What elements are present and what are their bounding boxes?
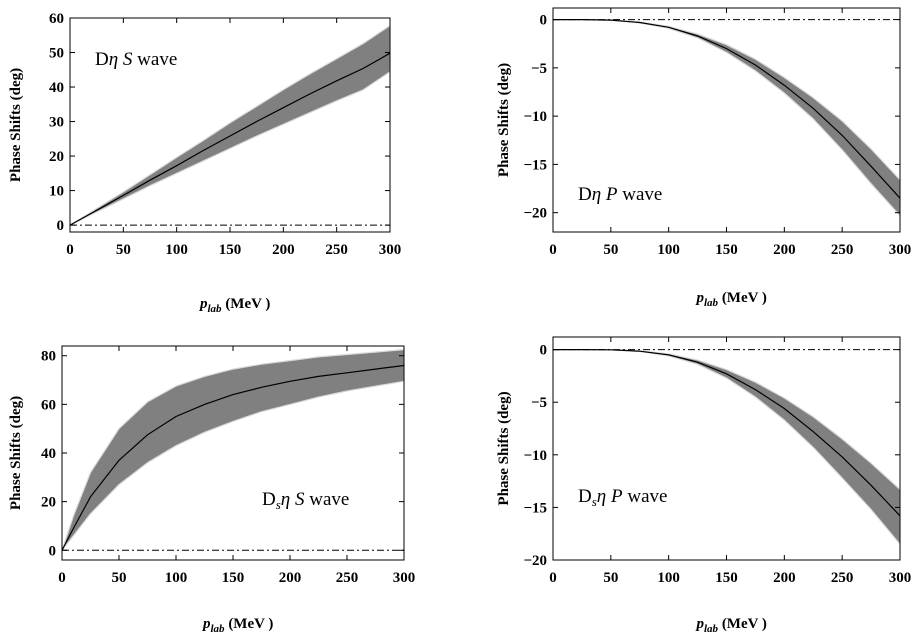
y-tick-label: 40	[49, 80, 64, 96]
y-tick-label: 10	[49, 184, 64, 200]
x-tick-label: 150	[715, 242, 738, 258]
x-tick-label: 150	[222, 570, 245, 586]
y-tick-label: 60	[49, 11, 64, 27]
x-tick-label: 100	[165, 570, 188, 586]
y-axis-title: Phase Shifts (deg)	[8, 396, 24, 510]
y-tick-label: −20	[523, 206, 547, 222]
x-axis-title: plab (MeV )	[201, 616, 273, 635]
panel-label: Dsη S wave	[262, 489, 349, 512]
x-tick-label: 150	[219, 242, 242, 258]
panel-label: Dη S wave	[95, 49, 177, 70]
y-tick-label: −20	[523, 553, 547, 569]
x-tick-label: 200	[272, 242, 295, 258]
y-axis-title: Phase Shifts (deg)	[496, 391, 512, 505]
x-tick-label: 50	[116, 242, 131, 258]
panel-1: 0 50 100 150 200 250 300 0 10 20 30 40 50 60 Phase Shi…	[8, 11, 401, 315]
y-tick-label: 60	[41, 397, 56, 413]
y-tick-label: 0	[49, 543, 57, 559]
x-tick-label: 100	[657, 570, 680, 586]
central-value-line	[553, 349, 901, 517]
error-band	[552, 349, 901, 545]
central-value-line	[69, 52, 391, 226]
x-tick-label: 0	[549, 242, 557, 258]
y-tick-label: 0	[57, 218, 65, 234]
x-tick-label: 300	[393, 570, 416, 586]
y-axis-title: Phase Shifts (deg)	[8, 68, 24, 182]
x-tick-label: 50	[603, 570, 618, 586]
x-tick-label: 50	[112, 570, 127, 586]
x-tick-label: 300	[889, 570, 912, 586]
panel-3: 0 50 100 150 200 250 300 0 20 40 60 80 Phase Shifts …	[8, 345, 416, 635]
x-axis-title: plab (MeV )	[198, 296, 270, 315]
y-tick-label: −10	[523, 109, 547, 125]
y-tick-label: 50	[49, 46, 64, 62]
error-band	[61, 349, 405, 551]
x-tick-label: 50	[603, 242, 618, 258]
x-tick-label: 250	[336, 570, 359, 586]
y-tick-label: 20	[41, 495, 56, 511]
x-tick-label: 100	[165, 242, 188, 258]
x-tick-label: 150	[715, 570, 738, 586]
y-tick-label: 30	[49, 115, 64, 131]
central-value-line	[61, 364, 405, 551]
x-tick-label: 200	[279, 570, 302, 586]
y-tick-label: 40	[41, 446, 56, 462]
y-tick-label: −5	[531, 395, 547, 411]
x-tick-label: 100	[657, 242, 680, 258]
y-tick-label: −15	[523, 157, 547, 173]
x-tick-label: 250	[831, 570, 854, 586]
x-axis-title: plab (MeV )	[695, 290, 767, 309]
x-axis-title: plab (MeV )	[695, 616, 767, 635]
panel-2: 0 50 100 150 200 250 300 −20 −15 −10 −5 0 Phase Shif…	[496, 7, 912, 309]
panel-4: 0 50 100 150 200 250 300 −20 −15 −10 −5 0 Phase Shif…	[496, 336, 912, 635]
x-tick-label: 0	[58, 570, 66, 586]
y-axis-title: Phase Shifts (deg)	[496, 63, 512, 177]
x-tick-label: 250	[831, 242, 854, 258]
y-tick-label: −15	[523, 500, 547, 516]
x-tick-label: 200	[773, 570, 796, 586]
y-tick-label: 80	[41, 349, 56, 365]
y-tick-label: 0	[540, 13, 548, 29]
y-tick-label: −5	[531, 61, 547, 77]
x-tick-label: 250	[325, 242, 348, 258]
x-tick-label: 0	[66, 242, 74, 258]
y-tick-label: 0	[540, 343, 548, 359]
y-tick-label: −10	[523, 448, 547, 464]
x-tick-label: 200	[773, 242, 796, 258]
x-tick-label: 300	[379, 242, 402, 258]
central-value-line	[553, 19, 901, 199]
panel-label: Dη P wave	[578, 184, 662, 205]
y-tick-label: 20	[49, 149, 64, 165]
panel-label: Dsη P wave	[578, 486, 667, 509]
x-tick-label: 0	[549, 570, 557, 586]
x-tick-label: 300	[889, 242, 912, 258]
